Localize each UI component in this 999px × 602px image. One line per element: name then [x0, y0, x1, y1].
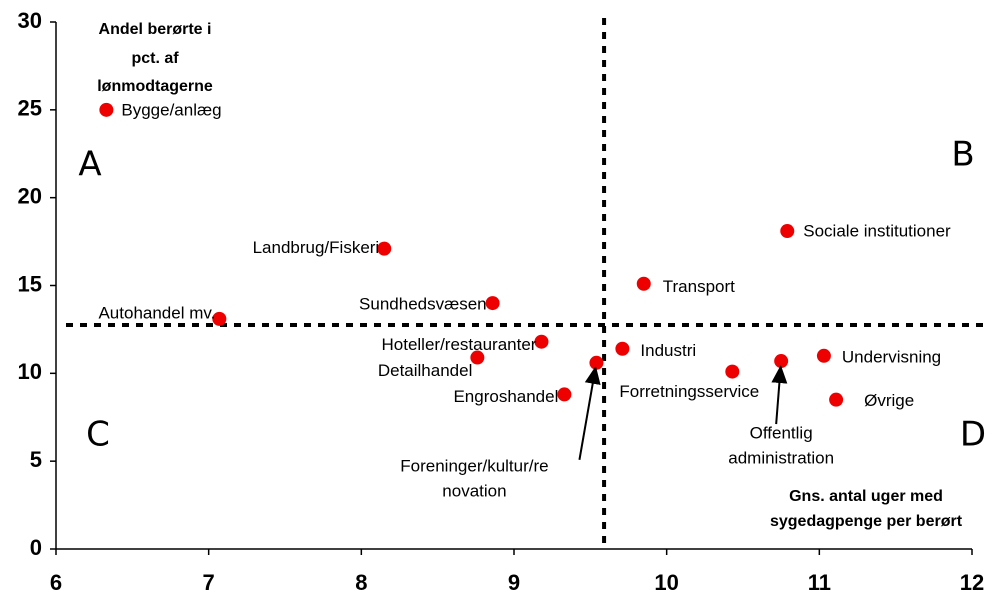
point-label: Hoteller/restauranter — [382, 335, 537, 354]
y-tick-label: 30 — [18, 8, 42, 33]
point-label: Undervisning — [842, 347, 941, 366]
point — [774, 354, 789, 369]
point — [485, 296, 500, 311]
point — [470, 350, 485, 365]
point-label: Sundhedsvæsen — [359, 295, 487, 314]
y-axis-title: pct. af — [131, 50, 179, 67]
label-arrow — [771, 365, 788, 425]
x-tick-label: 7 — [203, 570, 215, 595]
point-label: Øvrige — [864, 391, 914, 410]
x-tick-label: 11 — [808, 570, 831, 595]
y-tick-label: 5 — [30, 447, 42, 472]
label-arrow — [578, 365, 601, 460]
point-label: Bygge/anlæg — [121, 100, 221, 119]
point — [557, 387, 572, 402]
point-label: Industri — [640, 341, 696, 360]
point-label: Sociale institutioner — [803, 222, 951, 241]
point-label: administration — [728, 449, 834, 468]
y-tick-label: 20 — [18, 183, 42, 208]
quadrant-label: C — [86, 415, 110, 455]
point — [377, 241, 392, 256]
point — [212, 311, 227, 326]
y-tick-label: 0 — [30, 535, 42, 560]
point-label: Offentlig — [750, 424, 813, 443]
point-label: novation — [442, 481, 506, 500]
point-label: Engroshandel — [453, 387, 558, 406]
point — [589, 355, 604, 370]
point — [829, 392, 844, 407]
point-label: Transport — [663, 277, 735, 296]
point — [636, 276, 651, 291]
point — [99, 102, 114, 117]
point-label: Landbrug/Fiskeri — [253, 238, 380, 257]
point — [780, 224, 795, 239]
y-tick-label: 10 — [18, 359, 42, 384]
x-tick-label: 8 — [355, 570, 367, 595]
x-tick-label: 12 — [960, 570, 984, 595]
point — [534, 334, 549, 349]
y-tick-label: 25 — [18, 96, 42, 121]
x-tick-label: 9 — [508, 570, 520, 595]
x-tick-label: 10 — [654, 570, 678, 595]
y-axis-title: lønmodtagerne — [97, 78, 213, 95]
quadrant-label: D — [960, 415, 986, 455]
point-label: Detailhandel — [378, 361, 473, 380]
x-tick-label: 6 — [50, 570, 62, 595]
x-axis-title: sygedagpenge per berørt — [770, 513, 963, 530]
quadrant-label: A — [78, 145, 101, 185]
point — [725, 364, 740, 379]
point-label: Autohandel mv. — [98, 303, 215, 322]
y-axis-title: Andel berørte i — [99, 21, 212, 38]
y-tick-label: 15 — [18, 271, 42, 296]
point-label: Forretningsservice — [619, 382, 759, 401]
point-label: Foreninger/kultur/re — [400, 456, 548, 475]
x-axis-title: Gns. antal uger med — [789, 488, 943, 505]
point — [615, 341, 630, 356]
quadrant-label: B — [951, 135, 974, 175]
point — [816, 348, 831, 363]
